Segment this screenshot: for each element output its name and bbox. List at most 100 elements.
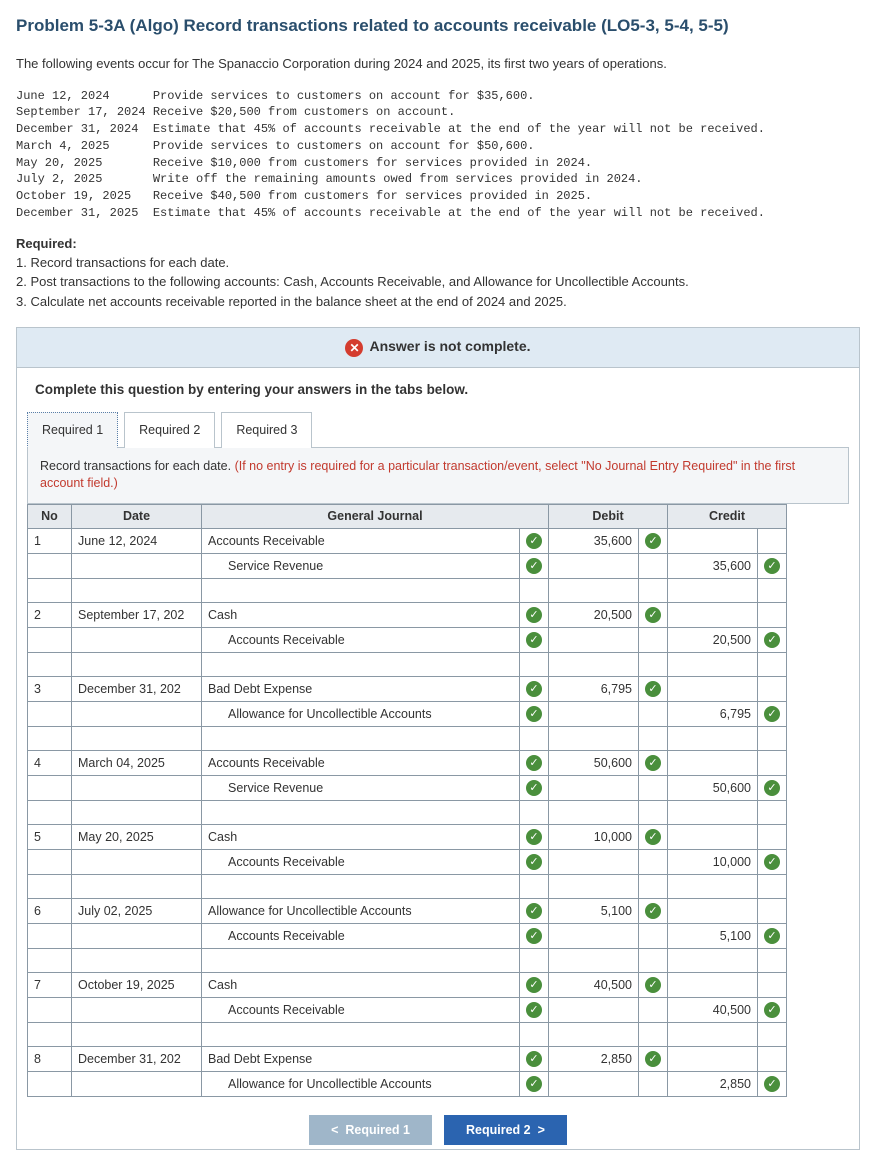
debit-cell[interactable]: 20,500 [549,602,639,627]
account-cell[interactable]: Accounts Receivable [202,750,520,775]
credit-cell[interactable] [668,528,758,553]
credit-cell[interactable]: 2,850 [668,1071,758,1096]
credit-cell[interactable]: 5,100 [668,923,758,948]
row-check: ✓ [520,923,549,948]
next-button[interactable]: Required 2 > [444,1115,567,1145]
credit-cell[interactable] [668,898,758,923]
account-cell[interactable]: Service Revenue [202,775,520,800]
debit-cell[interactable] [549,775,639,800]
table-row: 1June 12, 2024Accounts Receivable✓35,600… [28,528,787,553]
credit-cell[interactable]: 50,600 [668,775,758,800]
date-cell[interactable]: September 17, 202 [72,602,202,627]
account-cell[interactable]: Accounts Receivable [202,997,520,1022]
empty-cell [72,726,202,750]
check-icon: ✓ [526,558,542,574]
date-cell[interactable] [72,1071,202,1096]
empty-cell [202,726,520,750]
credit-cell[interactable]: 6,795 [668,701,758,726]
debit-cell[interactable] [549,553,639,578]
account-cell[interactable]: Accounts Receivable [202,849,520,874]
debit-cell[interactable]: 50,600 [549,750,639,775]
credit-cell[interactable]: 20,500 [668,627,758,652]
date-cell[interactable] [72,553,202,578]
credit-cell[interactable] [668,676,758,701]
date-cell[interactable] [72,627,202,652]
debit-check: ✓ [639,750,668,775]
account-cell[interactable]: Accounts Receivable [202,923,520,948]
debit-cell[interactable]: 6,795 [549,676,639,701]
tab-required-1[interactable]: Required 1 [27,412,118,448]
prev-button[interactable]: < Required 1 [309,1115,432,1145]
row-check: ✓ [520,750,549,775]
empty-cell [549,948,639,972]
debit-cell[interactable]: 5,100 [549,898,639,923]
empty-cell [28,726,72,750]
account-cell[interactable]: Service Revenue [202,553,520,578]
debit-cell[interactable] [549,1071,639,1096]
empty-cell [28,874,72,898]
debit-cell[interactable] [549,627,639,652]
credit-cell[interactable] [668,1046,758,1071]
date-cell[interactable]: December 31, 202 [72,1046,202,1071]
row-check: ✓ [520,1046,549,1071]
date-cell[interactable]: October 19, 2025 [72,972,202,997]
row-check: ✓ [520,775,549,800]
account-cell[interactable]: Bad Debt Expense [202,676,520,701]
tab-required-3[interactable]: Required 3 [221,412,312,448]
check-icon: ✓ [764,706,780,722]
credit-cell[interactable]: 35,600 [668,553,758,578]
tab-required-2[interactable]: Required 2 [124,412,215,448]
date-cell[interactable] [72,849,202,874]
empty-cell [520,578,549,602]
table-row: Service Revenue✓50,600✓ [28,775,787,800]
account-cell[interactable]: Allowance for Uncollectible Accounts [202,1071,520,1096]
date-cell[interactable]: March 04, 2025 [72,750,202,775]
tab-bar: Required 1 Required 2 Required 3 [17,411,859,447]
credit-cell[interactable] [668,602,758,627]
debit-cell[interactable] [549,701,639,726]
empty-cell [28,652,72,676]
credit-cell[interactable] [668,824,758,849]
spacer-row [28,948,787,972]
account-cell[interactable]: Bad Debt Expense [202,1046,520,1071]
date-cell[interactable]: June 12, 2024 [72,528,202,553]
empty-cell [28,948,72,972]
no-cell: 1 [28,528,72,553]
empty-cell [520,948,549,972]
col-no: No [28,504,72,528]
date-cell[interactable]: December 31, 202 [72,676,202,701]
debit-cell[interactable]: 40,500 [549,972,639,997]
no-cell [28,849,72,874]
empty-cell [639,652,668,676]
account-cell[interactable]: Cash [202,972,520,997]
account-cell[interactable]: Allowance for Uncollectible Accounts [202,898,520,923]
debit-cell[interactable]: 2,850 [549,1046,639,1071]
debit-cell[interactable] [549,923,639,948]
empty-cell [758,800,787,824]
account-cell[interactable]: Cash [202,824,520,849]
debit-cell[interactable]: 35,600 [549,528,639,553]
check-icon: ✓ [526,829,542,845]
date-cell[interactable] [72,701,202,726]
credit-cell[interactable] [668,750,758,775]
account-cell[interactable]: Accounts Receivable [202,627,520,652]
account-cell[interactable]: Allowance for Uncollectible Accounts [202,701,520,726]
credit-check [758,898,787,923]
date-cell[interactable] [72,997,202,1022]
check-icon: ✓ [526,780,542,796]
date-cell[interactable]: July 02, 2025 [72,898,202,923]
account-cell[interactable]: Cash [202,602,520,627]
account-cell[interactable]: Accounts Receivable [202,528,520,553]
check-icon: ✓ [526,681,542,697]
credit-cell[interactable]: 10,000 [668,849,758,874]
check-icon: ✓ [526,607,542,623]
date-cell[interactable] [72,923,202,948]
tab-instruction: Record transactions for each date. (If n… [27,447,849,504]
credit-cell[interactable]: 40,500 [668,997,758,1022]
debit-cell[interactable]: 10,000 [549,824,639,849]
date-cell[interactable] [72,775,202,800]
debit-cell[interactable] [549,997,639,1022]
date-cell[interactable]: May 20, 2025 [72,824,202,849]
credit-cell[interactable] [668,972,758,997]
debit-cell[interactable] [549,849,639,874]
